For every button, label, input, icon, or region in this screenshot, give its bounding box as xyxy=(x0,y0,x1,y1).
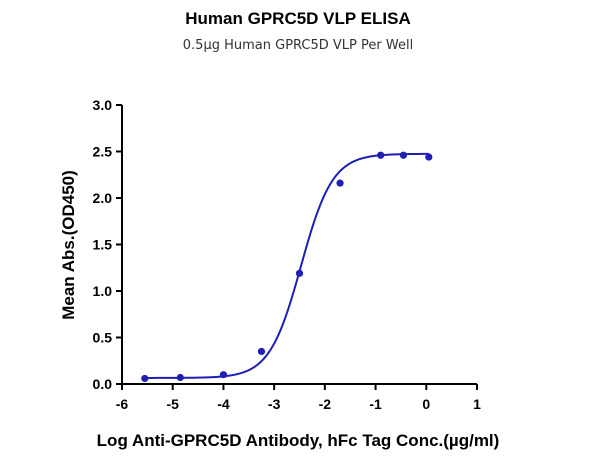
data-point xyxy=(257,347,266,356)
x-tick-label: 0 xyxy=(422,396,430,412)
chart-title: Human GPRC5D VLP ELISA xyxy=(185,9,410,28)
y-tick-label: 1.0 xyxy=(93,283,113,299)
data-points xyxy=(141,151,433,383)
data-point xyxy=(399,151,408,159)
fit-curve xyxy=(144,152,429,379)
y-axis-label: Mean Abs.(OD450) xyxy=(59,170,78,320)
x-tick-label: 1 xyxy=(473,396,481,412)
y-tick-label: 1.5 xyxy=(93,237,113,253)
fit-curve-group xyxy=(144,152,429,379)
x-tick-label: -1 xyxy=(369,396,382,412)
x-tick-label: -6 xyxy=(116,396,129,412)
x-tick-label: -5 xyxy=(166,396,179,412)
y-tick-label: 3.0 xyxy=(93,97,113,113)
data-point xyxy=(377,151,385,159)
y-axis: 0.0 0.5 1.0 1.5 2.0 2.5 3.0 xyxy=(93,97,123,392)
data-point xyxy=(295,269,304,277)
data-point xyxy=(141,374,149,383)
y-tick-label: 2.5 xyxy=(93,144,113,160)
chart-subtitle: 0.5µg Human GPRC5D VLP Per Well xyxy=(183,38,413,53)
y-tick-label: 0.5 xyxy=(93,330,113,346)
y-tick-label: 0.0 xyxy=(93,376,113,392)
x-axis-label: Log Anti-GPRC5D Antibody, hFc Tag Conc.(… xyxy=(97,431,500,450)
y-tick-label: 2.0 xyxy=(93,190,113,206)
x-tick-label: -4 xyxy=(217,396,230,412)
x-axis: -6 -5 -4 -3 -2 -1 0 1 xyxy=(116,383,481,412)
data-point xyxy=(425,153,433,161)
data-point xyxy=(219,371,228,379)
x-tick-label: -2 xyxy=(319,396,332,412)
x-tick-label: -3 xyxy=(268,396,281,412)
data-point xyxy=(176,373,184,382)
data-point xyxy=(336,179,344,187)
